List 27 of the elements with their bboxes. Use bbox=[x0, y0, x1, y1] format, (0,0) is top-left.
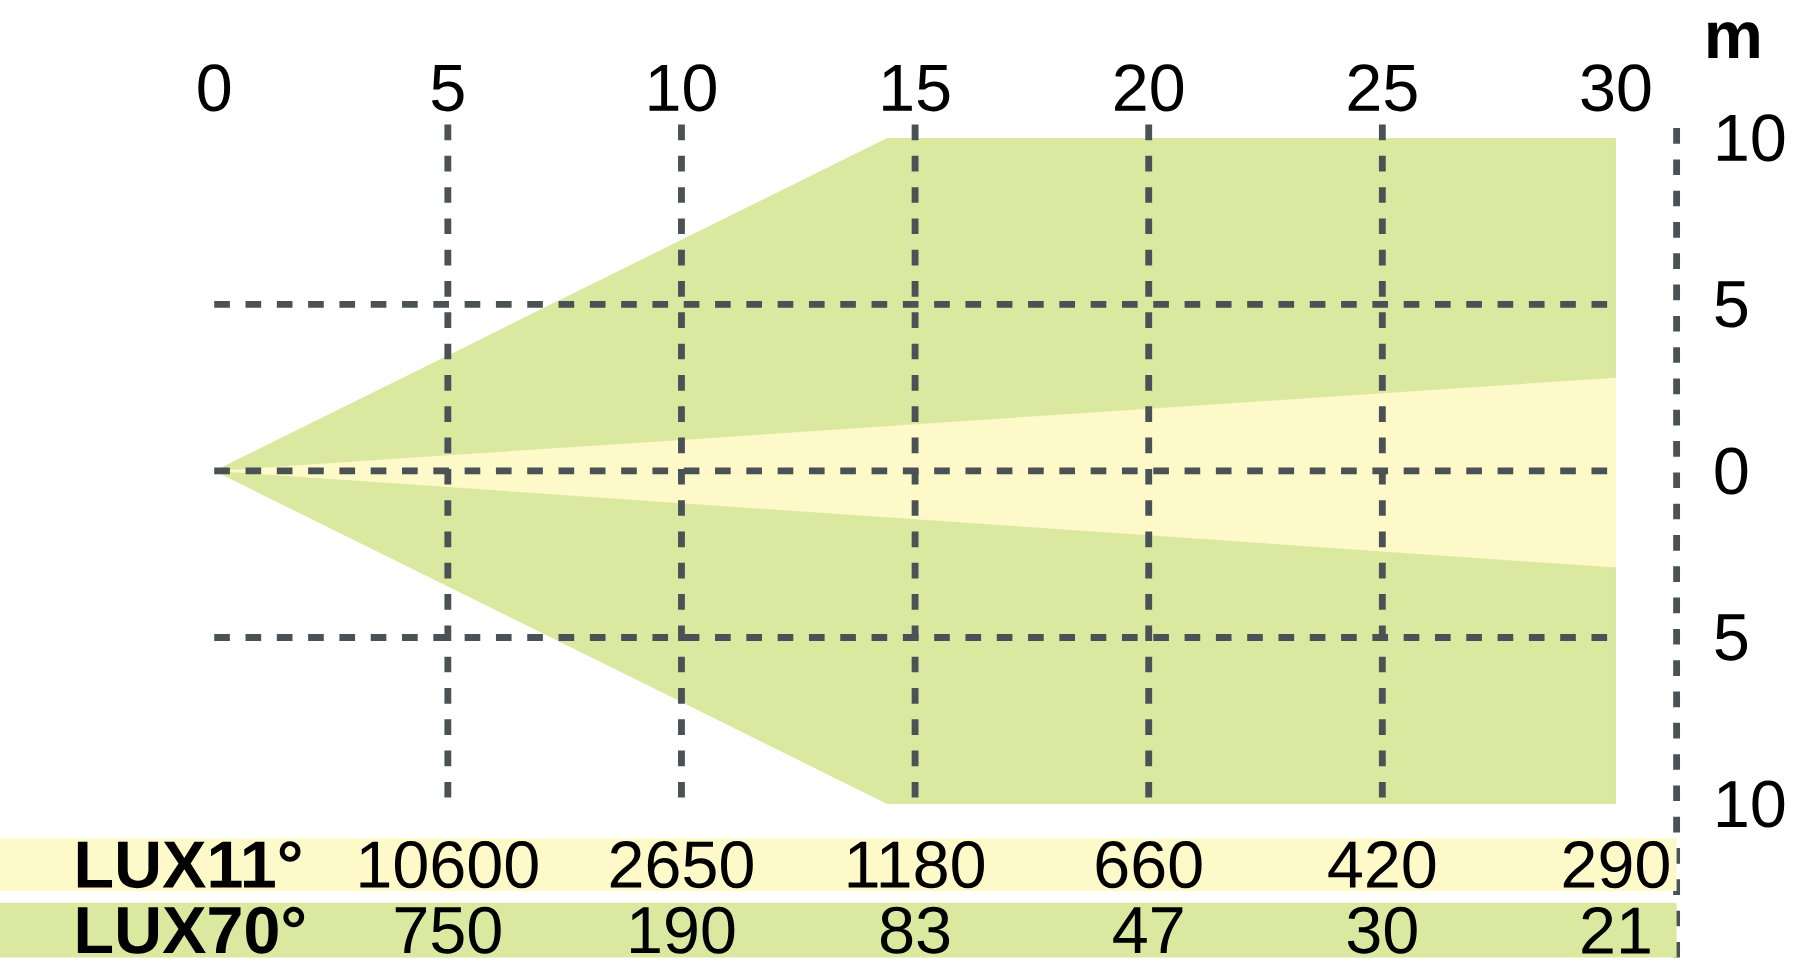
text: 2650 bbox=[610, 841, 753, 889]
text: 30 bbox=[1347, 906, 1417, 954]
text: 21 bbox=[1582, 907, 1650, 954]
text: LUX11° bbox=[77, 841, 301, 889]
x-tick-label: 15 bbox=[883, 65, 950, 112]
x-tick-label: 0 bbox=[198, 64, 231, 112]
x-tick-label: 30 bbox=[1581, 64, 1651, 112]
text: 750 bbox=[395, 906, 501, 954]
text: 10600 bbox=[360, 841, 538, 889]
x-tick-label: 10 bbox=[649, 64, 716, 112]
text: 420 bbox=[1328, 841, 1436, 889]
x-tick-label: 5 bbox=[432, 65, 464, 112]
text: 1180 bbox=[848, 841, 984, 889]
text: 190 bbox=[631, 906, 735, 954]
x-tick-label: 20 bbox=[1115, 64, 1184, 112]
y-tick-label: 5 bbox=[1715, 614, 1748, 661]
y-tick-label: 0 bbox=[1715, 447, 1748, 495]
y-tick-label: 5 bbox=[1715, 281, 1748, 328]
text: 47 bbox=[1113, 907, 1183, 954]
y-tick-label: 10 bbox=[1717, 114, 1785, 162]
text: 83 bbox=[880, 906, 950, 954]
y-tick-label: 10 bbox=[1717, 780, 1785, 828]
text: 660 bbox=[1096, 841, 1202, 889]
text: LUX70° bbox=[77, 906, 305, 954]
y-axis-title: m bbox=[1708, 22, 1759, 59]
text: 290 bbox=[1563, 841, 1669, 889]
x-tick-label: 25 bbox=[1348, 64, 1417, 112]
